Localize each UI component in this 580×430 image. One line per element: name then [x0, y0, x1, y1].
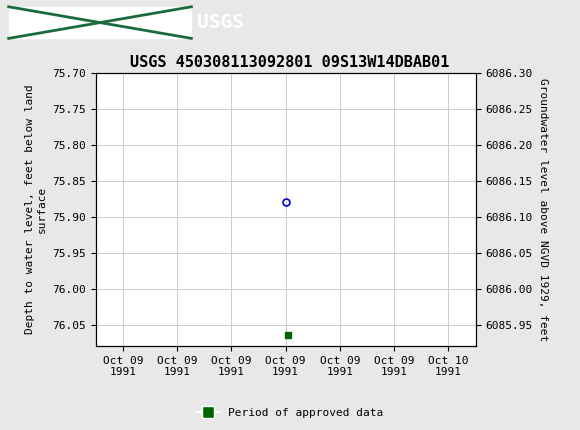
- Y-axis label: Groundwater level above NGVD 1929, feet: Groundwater level above NGVD 1929, feet: [538, 78, 548, 341]
- FancyBboxPatch shape: [9, 7, 191, 38]
- Y-axis label: Depth to water level, feet below land
surface: Depth to water level, feet below land su…: [25, 85, 46, 335]
- Legend: Period of approved data: Period of approved data: [193, 403, 387, 422]
- Text: USGS 450308113092801 09S13W14DBAB01: USGS 450308113092801 09S13W14DBAB01: [130, 55, 450, 70]
- Text: USGS: USGS: [197, 13, 244, 32]
